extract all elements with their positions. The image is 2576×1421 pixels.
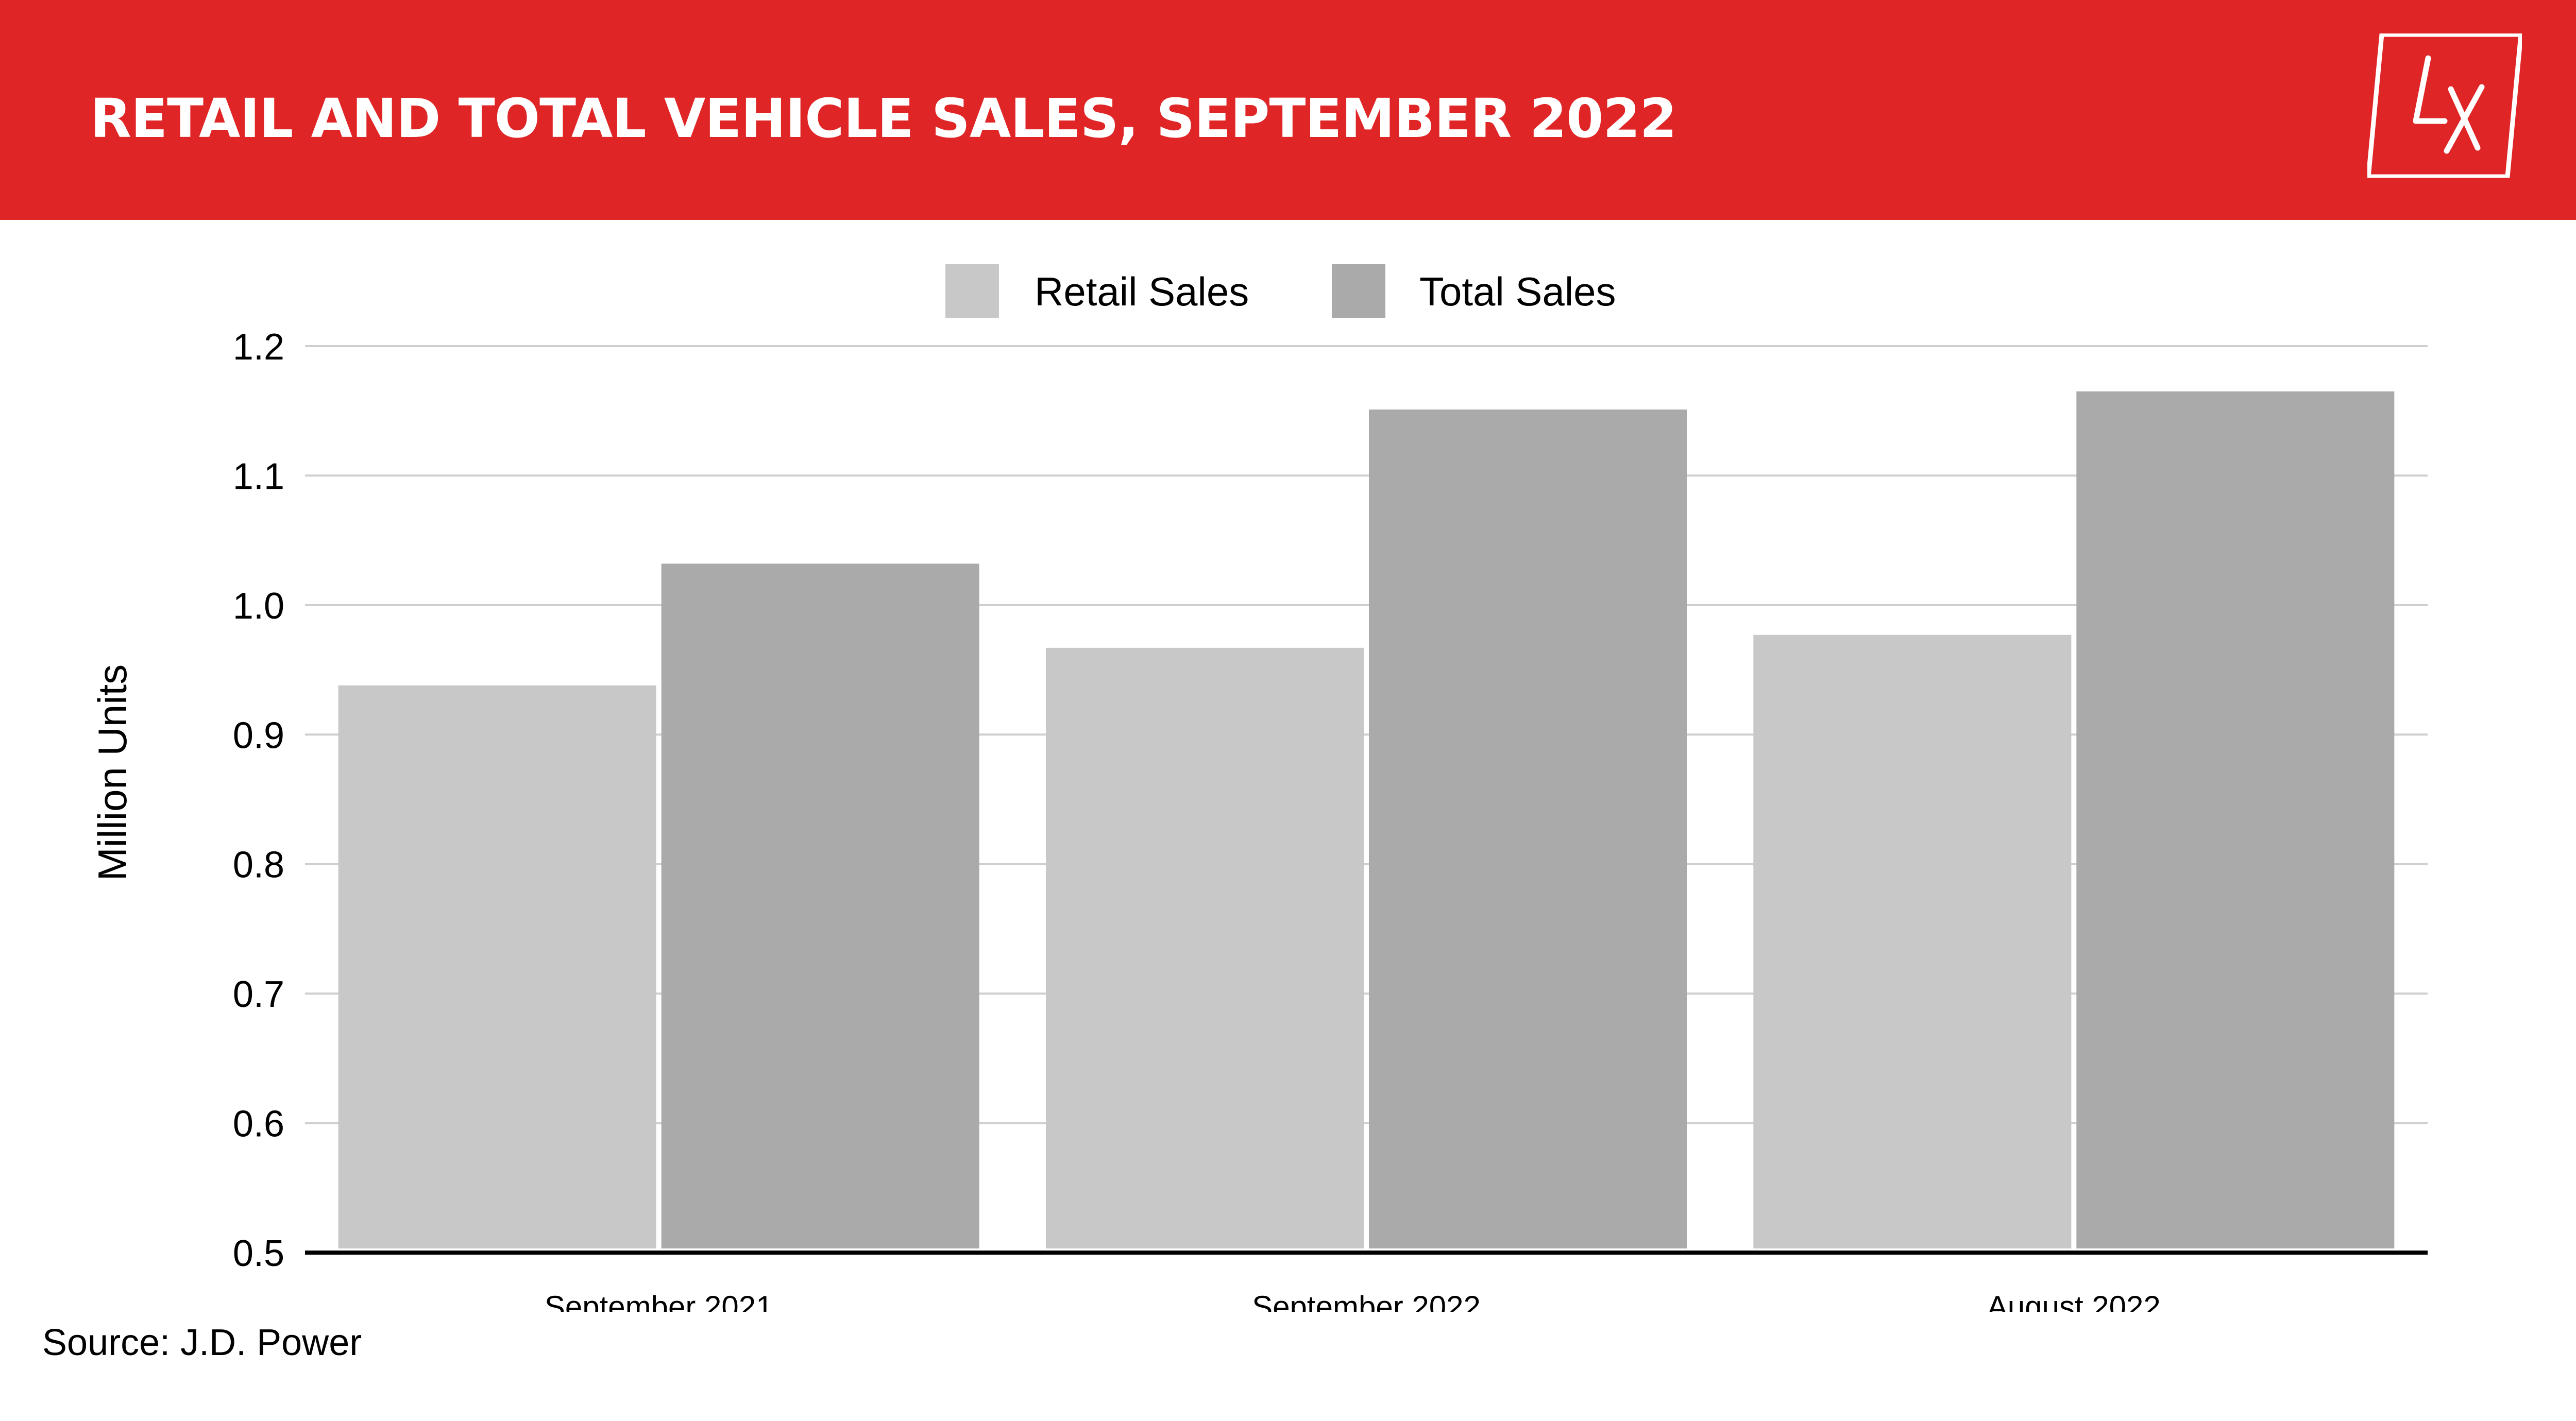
x-tick-label: September 2022 <box>1252 1290 1481 1312</box>
source-note: Source: J.D. Power <box>42 1322 362 1363</box>
y-tick-label: 1.0 <box>233 586 284 627</box>
y-tick-label: 0.7 <box>233 974 284 1015</box>
bar-retail-sales <box>338 685 656 1248</box>
bar-chart: 0.5 0.6 0.7 0.8 0.9 1.0 1.1 1.2 September 2021 Se… <box>90 264 2428 1312</box>
y-tick-label: 0.9 <box>233 715 284 756</box>
bar-retail-sales <box>1753 635 2072 1248</box>
legend-swatch-total-sales <box>1332 264 1385 318</box>
bar-total-sales <box>661 563 979 1248</box>
x-tick-label: September 2021 <box>545 1290 773 1312</box>
x-tick-label: August 2022 <box>1987 1290 2161 1312</box>
y-tick-label: 1.1 <box>233 456 284 497</box>
y-tick-label: 0.6 <box>233 1104 284 1145</box>
legend-swatch-retail-sales <box>945 264 999 318</box>
y-tick-label: 1.2 <box>233 327 284 368</box>
y-tick-label: 0.8 <box>233 845 284 886</box>
bar-retail-sales <box>1046 647 1364 1248</box>
y-axis-label: Million Units <box>90 664 135 881</box>
legend-label: Retail Sales <box>1035 269 1249 314</box>
y-tick-label: 0.5 <box>233 1233 284 1274</box>
lx-logo <box>2367 33 2522 178</box>
title-banner: RETAIL AND TOTAL VEHICLE SALES, SEPTEMBE… <box>0 0 2576 220</box>
bar-total-sales <box>2076 391 2395 1248</box>
bar-total-sales <box>1369 409 1687 1249</box>
legend-label: Total Sales <box>1419 269 1616 314</box>
chart-title: RETAIL AND TOTAL VEHICLE SALES, SEPTEMBE… <box>90 87 1677 150</box>
